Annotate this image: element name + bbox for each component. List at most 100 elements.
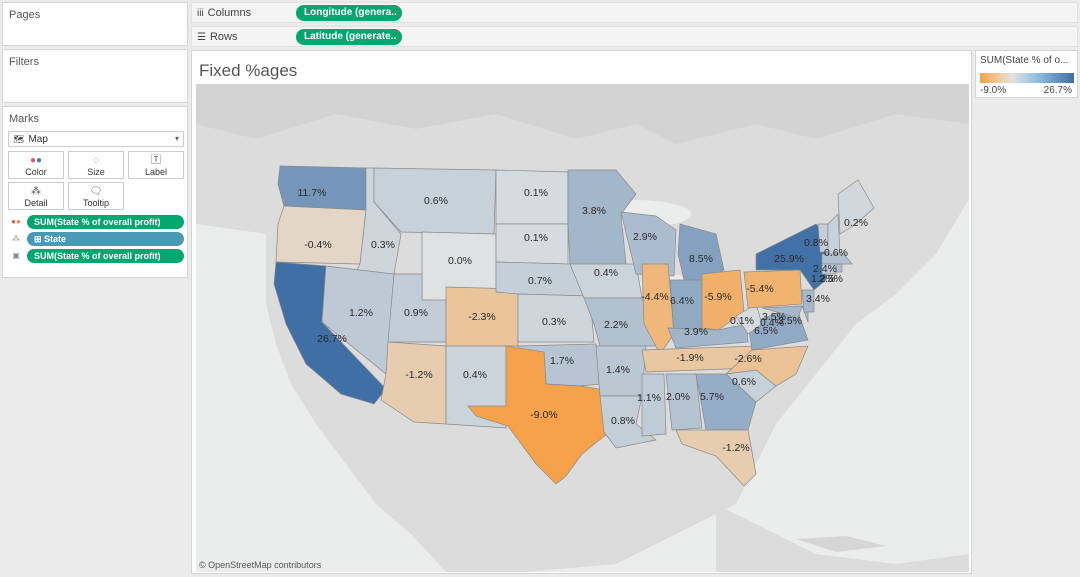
state-illinois[interactable]: [641, 263, 675, 355]
state-labels-layer: 11.7% -0.4% 26.7% 0.3% 1.2% 0.6% 0.0% 0.9% -1.2%…: [298, 187, 868, 454]
state-label-colorado: -2.3%: [468, 311, 495, 323]
state-maine[interactable]: [837, 179, 875, 235]
state-label-washington: 11.7%: [298, 187, 327, 199]
state-label-district-of-columbia: 0.4%: [760, 317, 784, 329]
state-label-north-dakota: 0.1%: [524, 187, 548, 199]
mark-type-dropdown[interactable]: 🗺 Map ▾: [8, 131, 184, 147]
state-alabama[interactable]: [665, 373, 703, 431]
state-label-connecticut: 1.2%: [811, 273, 835, 285]
rows-label-wrap: ☰ Rows: [197, 31, 237, 43]
state-oregon[interactable]: [275, 205, 367, 265]
detail-field-pill[interactable]: ⊞ State: [27, 232, 184, 246]
state-label-pennsylvania: -5.4%: [746, 283, 773, 295]
state-new-york[interactable]: [755, 223, 827, 291]
state-label-iowa: 0.4%: [594, 267, 618, 279]
state-connecticut[interactable]: [821, 263, 837, 275]
size-button-label: Size: [87, 167, 105, 177]
state-maryland[interactable]: [761, 305, 803, 319]
state-label-missouri: 2.2%: [604, 319, 628, 331]
state-massachusetts[interactable]: [821, 253, 853, 265]
rows-label: Rows: [209, 31, 238, 43]
state-label-oregon: -0.4%: [304, 239, 331, 251]
state-label-montana: 0.6%: [424, 195, 448, 207]
color-legend[interactable]: SUM(State % of o... -9.0% 26.7%: [975, 50, 1078, 98]
label-field-icon: ▣: [12, 251, 20, 260]
state-label-minnesota: 3.8%: [582, 205, 606, 217]
state-label-new-hampshire: 0.6%: [824, 247, 848, 259]
state-label-utah: 0.9%: [404, 307, 428, 319]
detail-icon: ⁂: [31, 186, 41, 197]
chevron-down-icon: ▾: [174, 134, 179, 143]
state-texas[interactable]: [467, 345, 613, 485]
state-ohio[interactable]: [701, 269, 745, 331]
state-florida[interactable]: [675, 429, 757, 487]
filters-shelf[interactable]: Filters: [2, 49, 188, 103]
state-label-maryland: 3.5%: [762, 311, 786, 323]
worksheet-view: Fixed %ages 11.7% -0.4% 26.7% 0.3% 1.2% 0.6% 0…: [191, 50, 972, 574]
columns-icon: iii: [197, 8, 204, 19]
tooltip-button-label: Tooltip: [82, 198, 109, 208]
rows-icon: ☰: [197, 32, 206, 43]
state-label-wyoming: 0.0%: [448, 255, 472, 267]
state-label-kentucky: 3.9%: [684, 326, 708, 338]
columns-shelf[interactable]: iii Columns Longitude (genera..: [191, 2, 1078, 23]
state-label-alabama: 2.0%: [666, 391, 690, 403]
state-district-of-columbia[interactable]: [775, 319, 781, 325]
state-label-vermont: 0.8%: [804, 237, 828, 249]
color-button-label: Color: [25, 167, 47, 177]
state-label-south-carolina: 0.6%: [732, 376, 756, 388]
state-pennsylvania[interactable]: [743, 269, 803, 309]
tooltip-button[interactable]: 🗨 Tooltip: [68, 182, 124, 210]
map-view[interactable]: 11.7% -0.4% 26.7% 0.3% 1.2% 0.6% 0.0% 0.9% -1.2%…: [196, 84, 969, 572]
detail-button[interactable]: ⁂ Detail: [8, 182, 64, 210]
legend-min-label: -9.0%: [980, 85, 1007, 96]
state-south-dakota[interactable]: [495, 223, 569, 265]
state-label-arkansas: 1.4%: [606, 364, 630, 376]
state-rhode-island[interactable]: [835, 263, 843, 273]
state-kansas[interactable]: [517, 293, 595, 343]
states-layer[interactable]: [273, 165, 875, 487]
state-label-virginia: 6.5%: [754, 325, 778, 337]
state-label-maine: 0.2%: [844, 217, 868, 229]
state-label-wisconsin: 2.9%: [633, 231, 657, 243]
color-field-icon: ●●: [11, 217, 21, 226]
color-field-pill[interactable]: SUM(State % of overall profit): [27, 215, 184, 229]
pages-title: Pages: [9, 9, 41, 21]
state-mississippi[interactable]: [641, 373, 667, 437]
color-button[interactable]: ●● Color: [8, 151, 64, 179]
state-label-nevada: 1.2%: [349, 307, 373, 319]
state-label-tennessee: -1.9%: [676, 352, 703, 364]
columns-label-wrap: iii Columns: [197, 7, 251, 19]
state-wisconsin[interactable]: [620, 211, 677, 277]
state-label-oklahoma: 1.7%: [550, 355, 574, 367]
state-label-new-york: 25.9%: [774, 253, 804, 265]
marks-card: Marks 🗺 Map ▾ ●● Color ◌ Size 🅃 Label ⁂ D…: [2, 106, 188, 278]
state-label-mississippi: 1.1%: [637, 392, 661, 404]
size-button[interactable]: ◌ Size: [68, 151, 124, 179]
label-field-pill[interactable]: SUM(State % of overall profit): [27, 249, 184, 263]
state-label-new-mexico: 0.4%: [463, 369, 487, 381]
state-label-idaho: 0.3%: [371, 239, 395, 251]
label-button-label: Label: [144, 167, 168, 177]
rows-shelf[interactable]: ☰ Rows Latitude (generate..: [191, 26, 1078, 47]
state-label-arizona: -1.2%: [405, 369, 432, 381]
map-canvas[interactable]: 11.7% -0.4% 26.7% 0.3% 1.2% 0.6% 0.0% 0.9% -1.2%…: [196, 84, 969, 572]
rows-pill[interactable]: Latitude (generate..: [296, 29, 402, 45]
state-label-michigan: 8.5%: [689, 253, 713, 265]
state-label-nebraska: 0.7%: [528, 275, 552, 287]
marks-title: Marks: [9, 113, 39, 125]
state-new-jersey[interactable]: [801, 289, 815, 313]
state-label-indiana: 6.4%: [670, 295, 694, 307]
label-button[interactable]: 🅃 Label: [128, 151, 184, 179]
pages-shelf[interactable]: Pages: [2, 2, 188, 46]
state-label-california: 26.7%: [317, 333, 347, 345]
state-label-delaware: 3.5%: [778, 315, 802, 327]
state-label-new-jersey: 3.4%: [806, 293, 830, 305]
state-minnesota[interactable]: [567, 169, 637, 265]
state-label-west-virginia: 0.1%: [730, 315, 754, 327]
state-label-ohio: -5.9%: [704, 291, 731, 303]
columns-pill[interactable]: Longitude (genera..: [296, 5, 402, 21]
map-attribution: © OpenStreetMap contributors: [199, 560, 322, 570]
state-north-carolina[interactable]: [724, 345, 809, 387]
state-label-louisiana: 0.8%: [611, 415, 635, 427]
